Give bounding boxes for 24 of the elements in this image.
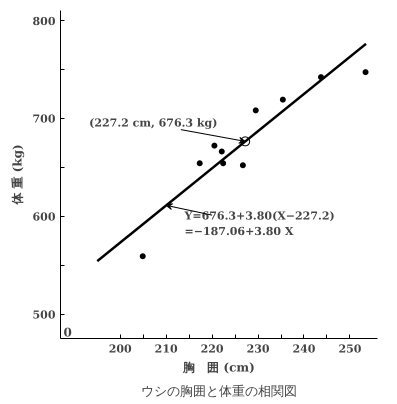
x-tick-label: 230 [246,342,270,356]
annotation: 0 [64,326,72,340]
point [211,142,218,149]
x-axis-title: 胸 囲 (cm) [182,360,255,374]
x-tick-label: 250 [338,342,362,356]
annotation: Y=676.3+3.80(X−227.2) =−187.06+3.80 X [184,209,335,238]
point [362,69,369,76]
point [280,96,286,103]
point [140,253,146,260]
y-tick-label: 500 [32,308,56,322]
point [252,107,259,114]
point [218,148,225,154]
text: ウシの胸囲と体重の相関図 [141,384,297,400]
y-tick-label: 800 [32,14,56,28]
x-tick-label: 210 [154,342,178,356]
x-tick-label: 200 [108,342,132,356]
y-axis-title: 体 重 (kg) [10,144,25,206]
annotation: (227.2 cm, 676.3 kg) [89,116,218,130]
point [196,160,203,166]
point [240,162,246,168]
y-tick-label: 600 [32,210,56,224]
y-tick-label: 700 [32,112,56,126]
x-tick-label: 220 [200,342,224,356]
x-tick-label: 240 [292,342,316,356]
